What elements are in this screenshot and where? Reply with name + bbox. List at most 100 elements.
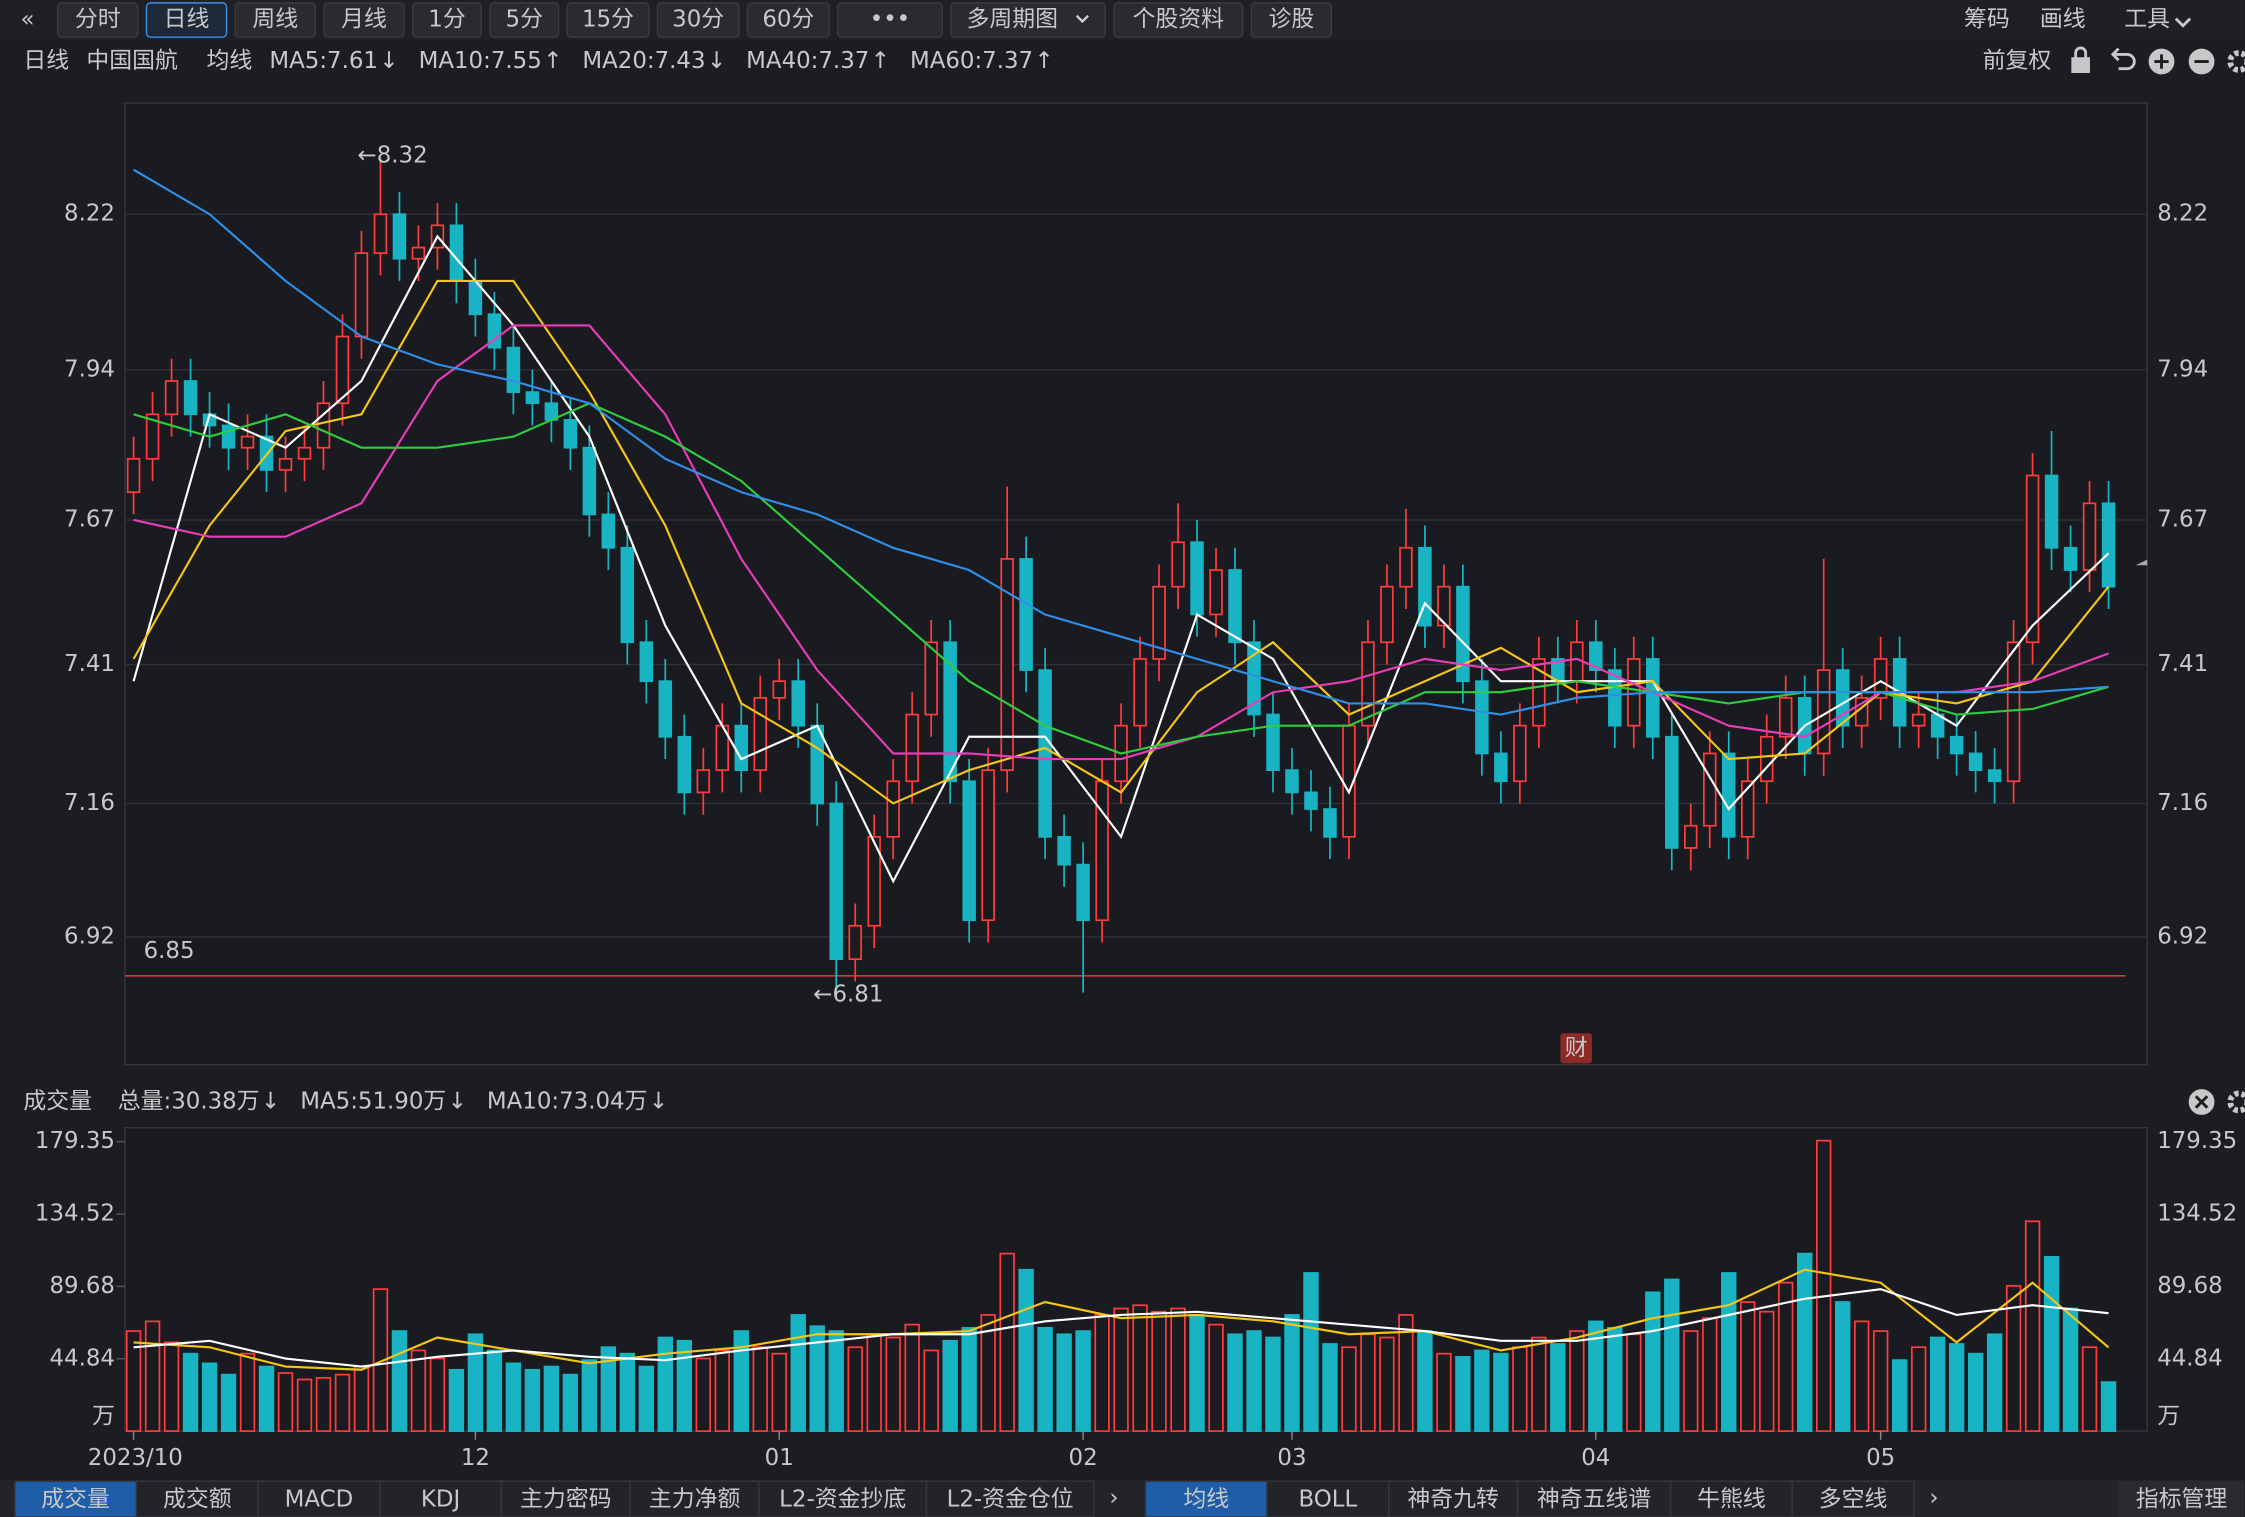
dropdown-icon[interactable] [2174, 17, 2192, 28]
volume-bar [1170, 1307, 1186, 1432]
toolbar-tab[interactable] [323, 2, 405, 38]
indicator-tab[interactable] [1387, 1480, 1519, 1517]
y-tick-label: 134.52 [35, 1201, 115, 1227]
indicator-tab[interactable] [1791, 1480, 1915, 1517]
toolbar-tab-label[interactable]: 1分 [428, 7, 465, 33]
toolbar-tab-label[interactable]: 日线 [164, 7, 210, 33]
toolbar-tab[interactable] [145, 2, 228, 38]
candle-body [1152, 585, 1166, 660]
volume-bar [2100, 1381, 2117, 1432]
toolbar-tab[interactable] [1250, 2, 1333, 38]
undo-icon[interactable] [2110, 47, 2136, 71]
toolbar-right-item[interactable]: 工具 [2124, 7, 2170, 33]
manage-button[interactable] [2118, 1481, 2245, 1517]
indicator-tab-label[interactable]: 神奇五线谱 [1537, 1486, 1651, 1512]
volume-bar [828, 1330, 844, 1432]
indicator-tab[interactable] [14, 1480, 138, 1517]
toolbar-tab[interactable] [656, 2, 740, 38]
toolbar-right-item[interactable]: 筹码 [1964, 7, 2010, 33]
manage-label[interactable]: 指标管理 [2136, 1486, 2228, 1512]
ma-line [133, 1288, 2109, 1368]
indicator-tab[interactable] [758, 1480, 928, 1517]
volume-bar [1569, 1330, 1585, 1432]
indicator-tab-label[interactable]: BOLL [1298, 1486, 1357, 1512]
toolbar-tab[interactable] [234, 2, 317, 38]
volume-bar [676, 1339, 692, 1432]
toolbar-tab-label[interactable]: 5分 [506, 7, 543, 33]
candle-body [1038, 669, 1052, 838]
indicator-tab[interactable] [500, 1480, 631, 1517]
toolbar-tab[interactable] [746, 2, 830, 38]
candle-body [696, 769, 711, 794]
toolbar-tab-label[interactable]: 周线 [252, 7, 298, 33]
candle-body [1380, 585, 1394, 644]
volume-bar [1607, 1326, 1623, 1432]
volume-bar [1683, 1330, 1699, 1432]
toolbar-tab[interactable] [489, 2, 560, 38]
toolbar-right-item[interactable]: 画线 [2040, 7, 2086, 33]
back-button[interactable]: « [21, 7, 35, 33]
volume-bar [771, 1352, 787, 1432]
indicator-tab-label[interactable]: 成交量 [41, 1486, 110, 1512]
indicator-tab[interactable] [257, 1480, 381, 1517]
indicator-tab[interactable] [379, 1480, 503, 1517]
toolbar-tab-label[interactable]: 15分 [582, 7, 634, 33]
toolbar-tab-label[interactable]: 诊股 [1268, 7, 1314, 33]
badge-label[interactable]: 财 [1565, 1036, 1588, 1062]
indicator-tab-label[interactable]: 成交额 [163, 1486, 232, 1512]
legend-arrow: ↑ [871, 48, 890, 74]
more-arrow[interactable]: › [1929, 1485, 1938, 1511]
indicator-tab-label[interactable]: 均线 [1183, 1486, 1229, 1512]
candle-body [1285, 769, 1299, 794]
indicator-tab-label[interactable]: 主力密码 [520, 1486, 612, 1512]
volume-bar [790, 1314, 806, 1432]
indicator-tab-label[interactable]: KDJ [421, 1486, 460, 1512]
toolbar-tab-label[interactable]: ••• [870, 7, 910, 33]
indicator-tab[interactable] [1266, 1480, 1390, 1517]
indicator-tab-label[interactable]: 多空线 [1819, 1486, 1888, 1512]
y-tick-label: 7.67 [64, 506, 115, 532]
unit-label: 万 [92, 1403, 115, 1429]
candle-body [981, 769, 995, 922]
y-tick-label: 6.92 [64, 923, 115, 949]
volume-bar [2081, 1346, 2098, 1432]
toolbar-tab-label[interactable]: 分时 [75, 7, 121, 33]
volume-bar [486, 1349, 503, 1432]
toolbar-tab[interactable] [57, 2, 139, 38]
toolbar-tab-label[interactable]: 30分 [672, 7, 724, 33]
toolbar-tab[interactable] [950, 2, 1107, 38]
lock-icon[interactable] [2071, 57, 2090, 73]
indicator-tab[interactable] [925, 1480, 1095, 1517]
indicator-tab-label[interactable]: 神奇九转 [1407, 1486, 1499, 1512]
y-tick-label: 7.41 [64, 651, 115, 677]
toolbar-tab-label[interactable]: 个股资料 [1133, 7, 1225, 33]
ma-line [132, 279, 2110, 805]
toolbar-tab-label[interactable]: 多周期图 [967, 7, 1059, 33]
indicator-tab-label[interactable]: L2-资金抄底 [779, 1486, 906, 1512]
candle-body [506, 346, 521, 393]
toolbar-tab[interactable] [566, 2, 650, 38]
indicator-tab[interactable] [1144, 1480, 1268, 1517]
toolbar-tab-label[interactable]: 60分 [762, 7, 814, 33]
dropdown-icon[interactable] [1075, 14, 1089, 24]
y-tick-label-right: 89.68 [2157, 1273, 2223, 1299]
indicator-tab[interactable] [629, 1480, 760, 1517]
badge[interactable] [1560, 1033, 1592, 1064]
indicator-tab-label[interactable]: MACD [285, 1486, 354, 1512]
toolbar-tab[interactable] [836, 2, 943, 38]
toolbar-tab[interactable] [411, 2, 483, 38]
indicator-tab-label[interactable]: 主力净额 [649, 1486, 741, 1512]
volume-bar [999, 1252, 1015, 1432]
more-arrow[interactable]: › [1109, 1485, 1118, 1511]
candle-body [905, 713, 919, 783]
adjust-label[interactable]: 前复权 [1983, 48, 2052, 74]
toolbar-tab-label[interactable]: 月线 [341, 7, 387, 33]
toolbar-tab[interactable] [1113, 2, 1244, 38]
candle-body [582, 446, 597, 516]
volume-bar [2043, 1255, 2060, 1432]
candle-body [240, 435, 255, 449]
volume-bar [144, 1320, 161, 1432]
indicator-tab-label[interactable]: L2-资金仓位 [947, 1486, 1074, 1512]
indicator-tab-label[interactable]: 牛熊线 [1697, 1486, 1766, 1512]
candle-body [1968, 752, 1983, 771]
